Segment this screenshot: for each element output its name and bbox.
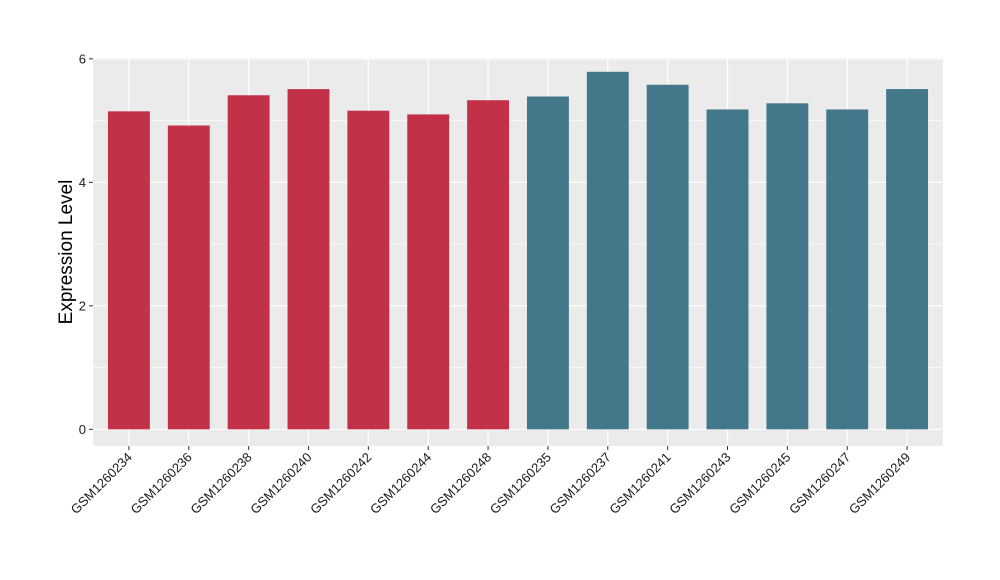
bar-GSM1260236: [167, 125, 210, 430]
x-tick-label: GSM1260243: [666, 450, 733, 517]
bar-GSM1260244: [407, 114, 450, 430]
y-tick-label: 0: [79, 422, 86, 437]
x-axis: GSM1260234GSM1260236GSM1260238GSM1260240…: [68, 446, 913, 517]
x-tick-label: GSM1260237: [547, 450, 614, 517]
x-tick-label: GSM1260248: [427, 450, 494, 517]
x-tick-label: GSM1260245: [726, 450, 793, 517]
x-tick-label: GSM1260234: [68, 450, 135, 517]
x-tick-label: GSM1260249: [846, 450, 913, 517]
bar-GSM1260245: [766, 103, 809, 430]
bar-GSM1260235: [526, 96, 569, 430]
x-tick-label: GSM1260235: [487, 450, 554, 517]
bar-GSM1260240: [287, 89, 330, 430]
bar-GSM1260238: [227, 95, 270, 430]
x-tick-label: GSM1260241: [606, 450, 673, 517]
y-axis: 0 2 4 6: [79, 51, 93, 437]
bar-GSM1260241: [646, 84, 689, 430]
bar-GSM1260248: [467, 100, 510, 430]
bar-GSM1260249: [886, 89, 929, 430]
x-tick-label: GSM1260247: [786, 450, 853, 517]
bar-GSM1260243: [706, 109, 749, 430]
bar-GSM1260247: [826, 109, 869, 430]
y-tick-label: 2: [79, 298, 86, 313]
x-tick-label: GSM1260240: [247, 450, 314, 517]
y-tick-label: 4: [79, 175, 86, 190]
x-tick-label: GSM1260242: [307, 450, 374, 517]
bars: [107, 71, 929, 430]
y-axis-title: Expression Level: [56, 180, 77, 325]
bar-GSM1260234: [107, 111, 150, 430]
bar-GSM1260237: [586, 71, 629, 430]
plot-panel: [93, 58, 943, 446]
bar-GSM1260242: [347, 110, 390, 430]
x-tick-label: GSM1260236: [128, 450, 195, 517]
x-tick-label: GSM1260238: [187, 450, 254, 517]
y-tick-label: 6: [79, 51, 86, 66]
x-tick-label: GSM1260244: [367, 450, 434, 517]
